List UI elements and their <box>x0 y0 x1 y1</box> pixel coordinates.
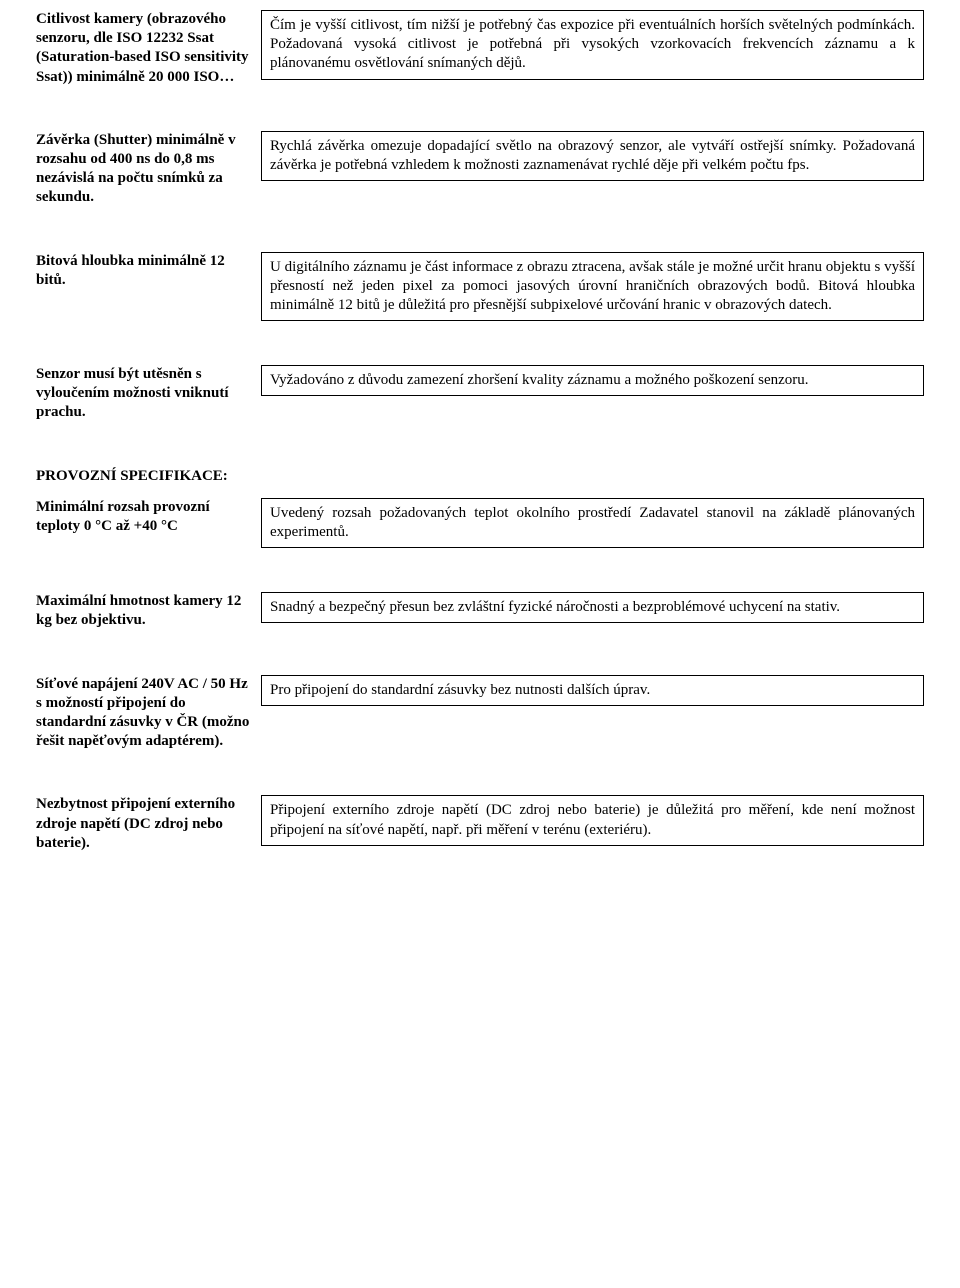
spec-label: Citlivost kamery (obrazového senzoru, dl… <box>36 10 261 87</box>
spec-row: Citlivost kamery (obrazového senzoru, dl… <box>36 10 924 87</box>
section-heading: PROVOZNÍ SPECIFIKACE: <box>36 467 924 486</box>
spec-row: Závěrka (Shutter) minimálně v rozsahu od… <box>36 131 924 208</box>
spec-label: Síťové napájení 240V AC / 50 Hz s možnos… <box>36 675 261 752</box>
spec-right: Rychlá závěrka omezuje dopadající světlo… <box>261 131 924 181</box>
spec-right: Vyžadováno z důvodu zamezení zhoršení kv… <box>261 365 924 396</box>
spec-row: Minimální rozsah provozní teploty 0 °C a… <box>36 498 924 548</box>
spec-row: Nezbytnost připojení externího zdroje na… <box>36 795 924 853</box>
spec-description: Rychlá závěrka omezuje dopadající světlo… <box>261 131 924 181</box>
spec-description: Připojení externího zdroje napětí (DC zd… <box>261 795 924 845</box>
spec-right: Pro připojení do standardní zásuvky bez … <box>261 675 924 706</box>
spec-row: Senzor musí být utěsněn s vyloučením mož… <box>36 365 924 423</box>
spec-right: Uvedený rozsah požadovaných teplot okoln… <box>261 498 924 548</box>
spec-right: Připojení externího zdroje napětí (DC zd… <box>261 795 924 845</box>
spec-description: Pro připojení do standardní zásuvky bez … <box>261 675 924 706</box>
spec-right: U digitálního záznamu je část informace … <box>261 252 924 322</box>
spec-label: Minimální rozsah provozní teploty 0 °C a… <box>36 498 261 536</box>
spec-description: Snadný a bezpečný přesun bez zvláštní fy… <box>261 592 924 623</box>
spec-row: Síťové napájení 240V AC / 50 Hz s možnos… <box>36 675 924 752</box>
spec-label: Bitová hloubka minimálně 12 bitů. <box>36 252 261 290</box>
spec-description: Čím je vyšší citlivost, tím nižší je pot… <box>261 10 924 80</box>
spec-label: Senzor musí být utěsněn s vyloučením mož… <box>36 365 261 423</box>
spec-row: Maximální hmotnost kamery 12 kg bez obje… <box>36 592 924 630</box>
spec-label: Závěrka (Shutter) minimálně v rozsahu od… <box>36 131 261 208</box>
page: Citlivost kamery (obrazového senzoru, dl… <box>0 0 960 1288</box>
spec-description: U digitálního záznamu je část informace … <box>261 252 924 322</box>
spec-row: Bitová hloubka minimálně 12 bitů. U digi… <box>36 252 924 322</box>
spec-right: Snadný a bezpečný přesun bez zvláštní fy… <box>261 592 924 623</box>
spec-label: Maximální hmotnost kamery 12 kg bez obje… <box>36 592 261 630</box>
spec-label: Nezbytnost připojení externího zdroje na… <box>36 795 261 853</box>
spec-description: Uvedený rozsah požadovaných teplot okoln… <box>261 498 924 548</box>
spec-description: Vyžadováno z důvodu zamezení zhoršení kv… <box>261 365 924 396</box>
spec-right: Čím je vyšší citlivost, tím nižší je pot… <box>261 10 924 80</box>
